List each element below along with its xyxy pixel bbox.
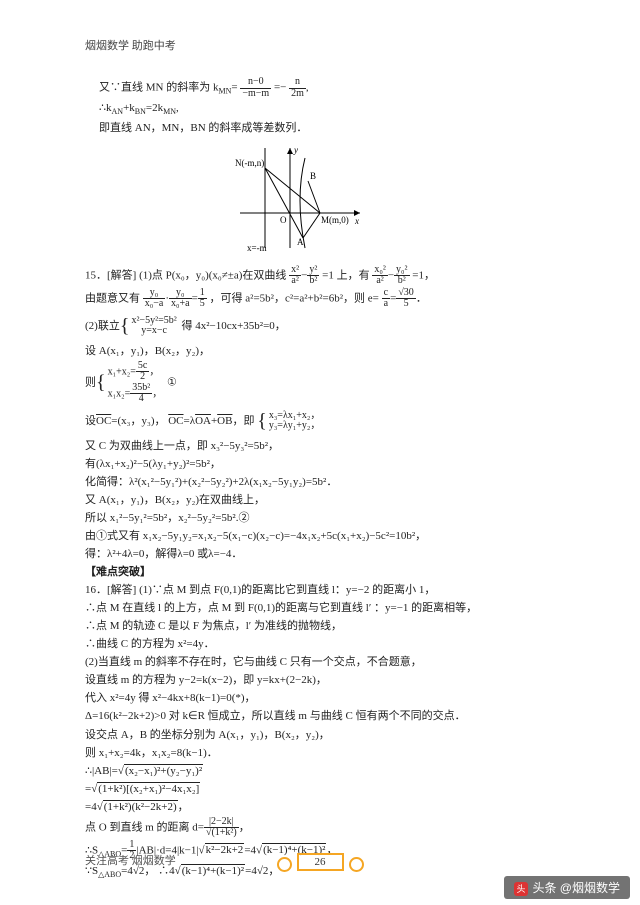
text-line: 由①式又有 x₁x₂−5y₁y₂=x₁x₂−5(x₁−c)(x₂−c)=−4x₁…: [85, 528, 580, 545]
text-line: ∴曲线 C 的方程为 x²=4y．: [85, 636, 580, 653]
svg-text:N(-m,n): N(-m,n): [235, 158, 264, 168]
text-line: ∴点 M 的轨迹 C 是以 F 为焦点，l′ 为准线的抛物线，: [85, 618, 580, 635]
text-line: 又 C 为双曲线上一点，即 x₃²−5y₃²=5b²，: [85, 438, 580, 455]
graph-hyperbola: N(-m,n) B O M(m,0) A x y x=-m: [235, 143, 365, 259]
footer-text: 关注高考 烟烟数学: [85, 852, 176, 868]
text-line: Δ=16(k²−2k+2)>0 对 k∈R 恒成立，所以直线 m 与曲线 C 恒…: [85, 708, 580, 725]
text-line: 则{ x₁+x₂=5c2， x₁x₂=35b²4， ①: [85, 361, 580, 405]
text-line: 16．[解答] (1)∵点 M 到点 F(0,1)的距离比它到直线 l：y=−2…: [85, 582, 580, 599]
page-header: 烟烟数学 助跑中考: [85, 38, 580, 55]
text-line: 即直线 AN，MN，BN 的斜率成等差数列．: [85, 120, 580, 137]
watermark: 头条 @烟烟数学: [504, 876, 630, 899]
svg-text:A: A: [297, 237, 304, 247]
text-line: 设 A(x₁，y₁)，B(x₂，y₂)，: [85, 343, 580, 360]
text-line: ∴kAN+kBN=2kMN,: [85, 100, 580, 119]
text-line: 有(λx₁+x₂)²−5(λy₁+y₂)²=5b²，: [85, 456, 580, 473]
text-line: =4√(1+k²)(k²−2k+2)，: [85, 799, 580, 816]
text-line: (2)联立{x²−5y²=5b²y=x−c 得 4x²−10cx+35b²=0，: [85, 311, 580, 342]
text-line: 设OC=(x₃，y₃)， OC=λOA+OB，即 {x₃=λx₁+x₂，y₃=λ…: [85, 406, 580, 437]
section-title: 【难点突破】: [85, 564, 580, 581]
text-line: (2)当直线 m 的斜率不存在时，它与曲线 C 只有一个交点，不合题意，: [85, 654, 580, 671]
svg-text:B: B: [310, 171, 316, 181]
text-line: 15．[解答] (1)点 P(x₀，y₀)(x₀≠±a)在双曲线 x²a²−y²…: [85, 265, 580, 287]
text-line: =√(1+k²)[(x₂+x₁)²−4x₁x₂]: [85, 781, 580, 798]
svg-text:M(m,0): M(m,0): [321, 215, 349, 225]
svg-text:O: O: [280, 215, 287, 225]
toutiao-icon: [514, 882, 528, 896]
text-line: 设交点 A，B 的坐标分别为 A(x₁，y₁)，B(x₂，y₂)，: [85, 727, 580, 744]
text-line: 点 O 到直线 m 的距离 d=|2−2k|√(1+k²)，: [85, 817, 580, 839]
text-line: 代入 x²=4y 得 x²−4kx+8(k−1)=0(*)，: [85, 690, 580, 707]
page-footer: 关注高考 烟烟数学 26: [0, 852, 640, 871]
text-line: 设直线 m 的方程为 y−2=k(x−2)，即 y=kx+(2−2k)，: [85, 672, 580, 689]
document-page: 烟烟数学 助跑中考 又∵直线 MN 的斜率为 kMN= n−0−m−m =− n…: [0, 0, 640, 881]
text-line: 又 A(x₁，y₁)，B(x₂，y₂)在双曲线上，: [85, 492, 580, 509]
page-number: 26: [297, 853, 344, 871]
text-line: 得：λ²+4λ=0，解得λ=0 或λ=−4．: [85, 546, 580, 563]
svg-text:x: x: [354, 216, 359, 226]
text-line: 则 x₁+x₂=4k，x₁x₂=8(k−1)．: [85, 745, 580, 762]
text-line: 又∵直线 MN 的斜率为 kMN= n−0−m−m =− n2m,: [85, 77, 580, 99]
svg-text:y: y: [293, 145, 298, 155]
svg-text:x=-m: x=-m: [247, 243, 267, 253]
text-line: ∴点 M 在直线 l 的上方，点 M 到 F(0,1)的距离与它到直线 l′ ：…: [85, 600, 580, 617]
text-line: ∴|AB|=√(x₂−x₁)²+(y₂−y₁)²: [85, 763, 580, 780]
text-line: 所以 x₁²−5y₁²=5b²，x₂²−5y₂²=5b².②: [85, 510, 580, 527]
text-line: 由题意又有 y₀x₀−a·y₀x₀+a=15 ，可得 a²=5b²，c²=a²+…: [85, 288, 580, 310]
text-line: 化简得：λ²(x₁²−5y₁²)+(x₂²−5y₂²)+2λ(x₁x₂−5y₁y…: [85, 474, 580, 491]
